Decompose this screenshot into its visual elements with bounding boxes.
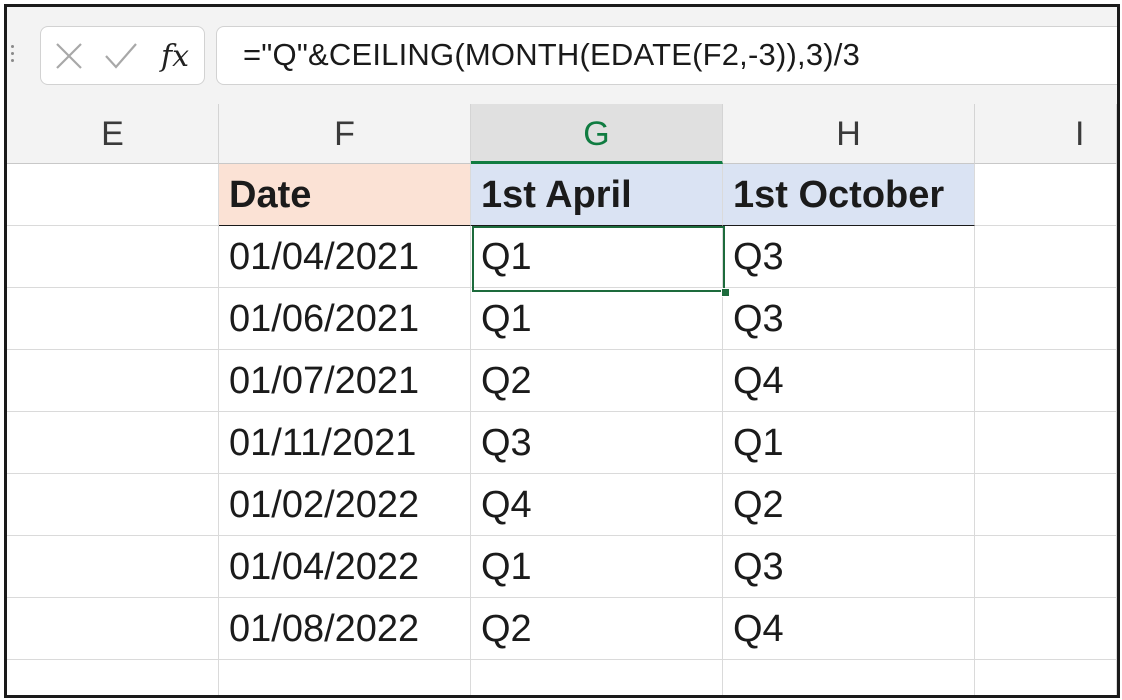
date-cell[interactable]: 01/02/2022: [219, 474, 471, 536]
column-header-e[interactable]: E: [7, 104, 219, 164]
cell-empty[interactable]: [975, 536, 1117, 598]
spreadsheet-window: fx ="Q"&CEILING(MONTH(EDATE(F2,-3)),3)/3…: [4, 4, 1120, 698]
october-quarter-cell[interactable]: Q2: [723, 474, 975, 536]
april-quarter-cell[interactable]: Q1: [471, 536, 723, 598]
formula-bar: fx ="Q"&CEILING(MONTH(EDATE(F2,-3)),3)/3: [7, 7, 1117, 105]
formula-buttons: fx: [40, 26, 205, 85]
formula-bar-grip-icon[interactable]: [10, 45, 16, 69]
october-quarter-cell[interactable]: Q4: [723, 350, 975, 412]
cell-empty[interactable]: [7, 412, 219, 474]
cell-empty[interactable]: [975, 288, 1117, 350]
cell-empty[interactable]: [7, 536, 219, 598]
october-quarter-cell[interactable]: Q3: [723, 288, 975, 350]
formula-input[interactable]: ="Q"&CEILING(MONTH(EDATE(F2,-3)),3)/3: [216, 26, 1117, 85]
table-row: 01/11/2021 Q3 Q1: [7, 412, 1117, 474]
cell-empty[interactable]: [975, 164, 1117, 226]
april-quarter-cell[interactable]: Q3: [471, 412, 723, 474]
cell-empty[interactable]: [7, 350, 219, 412]
column-header-g[interactable]: G: [471, 104, 723, 164]
header-date[interactable]: Date: [219, 164, 471, 226]
column-header-i[interactable]: I: [975, 104, 1117, 164]
date-cell[interactable]: 01/08/2022: [219, 598, 471, 660]
x-icon[interactable]: [51, 37, 87, 75]
date-cell[interactable]: 01/11/2021: [219, 412, 471, 474]
date-cell[interactable]: 01/06/2021: [219, 288, 471, 350]
october-quarter-cell[interactable]: Q4: [723, 598, 975, 660]
cell-empty[interactable]: [975, 598, 1117, 660]
column-header-f[interactable]: F: [219, 104, 471, 164]
column-header-h[interactable]: H: [723, 104, 975, 164]
formula-text: ="Q"&CEILING(MONTH(EDATE(F2,-3)),3)/3: [243, 37, 861, 72]
april-quarter-cell[interactable]: Q2: [471, 598, 723, 660]
april-quarter-cell[interactable]: Q1: [471, 288, 723, 350]
table-row: 01/02/2022 Q4 Q2: [7, 474, 1117, 536]
october-quarter-cell[interactable]: Q1: [723, 412, 975, 474]
october-quarter-cell[interactable]: Q3: [723, 226, 975, 288]
april-quarter-cell[interactable]: Q1: [471, 226, 723, 288]
cell-empty[interactable]: [7, 288, 219, 350]
table-row: 01/04/2022 Q1 Q3: [7, 536, 1117, 598]
table-header-row: Date 1st April 1st October: [7, 164, 1117, 226]
table-row: 01/07/2021 Q2 Q4: [7, 350, 1117, 412]
table-row: 01/04/2021 Q1 Q3: [7, 226, 1117, 288]
cell-empty[interactable]: [975, 660, 1117, 695]
cell-empty[interactable]: [975, 474, 1117, 536]
cell-empty[interactable]: [975, 350, 1117, 412]
table-row: 01/08/2022 Q2 Q4: [7, 598, 1117, 660]
header-1st-april[interactable]: 1st April: [471, 164, 723, 226]
cell-empty[interactable]: [7, 226, 219, 288]
april-quarter-cell[interactable]: Q2: [471, 350, 723, 412]
fill-handle[interactable]: [721, 288, 730, 297]
cell-empty[interactable]: [723, 660, 975, 695]
october-quarter-cell[interactable]: Q3: [723, 536, 975, 598]
april-quarter-cell[interactable]: Q4: [471, 474, 723, 536]
checkmark-icon[interactable]: [101, 37, 141, 75]
cell-empty[interactable]: [975, 412, 1117, 474]
cell-empty[interactable]: [471, 660, 723, 695]
cell-empty[interactable]: [219, 660, 471, 695]
table-row: 01/06/2021 Q1 Q3: [7, 288, 1117, 350]
cell-empty[interactable]: [975, 226, 1117, 288]
date-cell[interactable]: 01/04/2021: [219, 226, 471, 288]
insert-function-button[interactable]: fx: [160, 38, 190, 74]
date-cell[interactable]: 01/07/2021: [219, 350, 471, 412]
cell-empty[interactable]: [7, 474, 219, 536]
date-cell[interactable]: 01/04/2022: [219, 536, 471, 598]
cell-empty[interactable]: [7, 660, 219, 695]
table-row: [7, 660, 1117, 695]
header-1st-october[interactable]: 1st October: [723, 164, 975, 226]
cell-empty[interactable]: [7, 598, 219, 660]
cell-empty[interactable]: [7, 164, 219, 226]
